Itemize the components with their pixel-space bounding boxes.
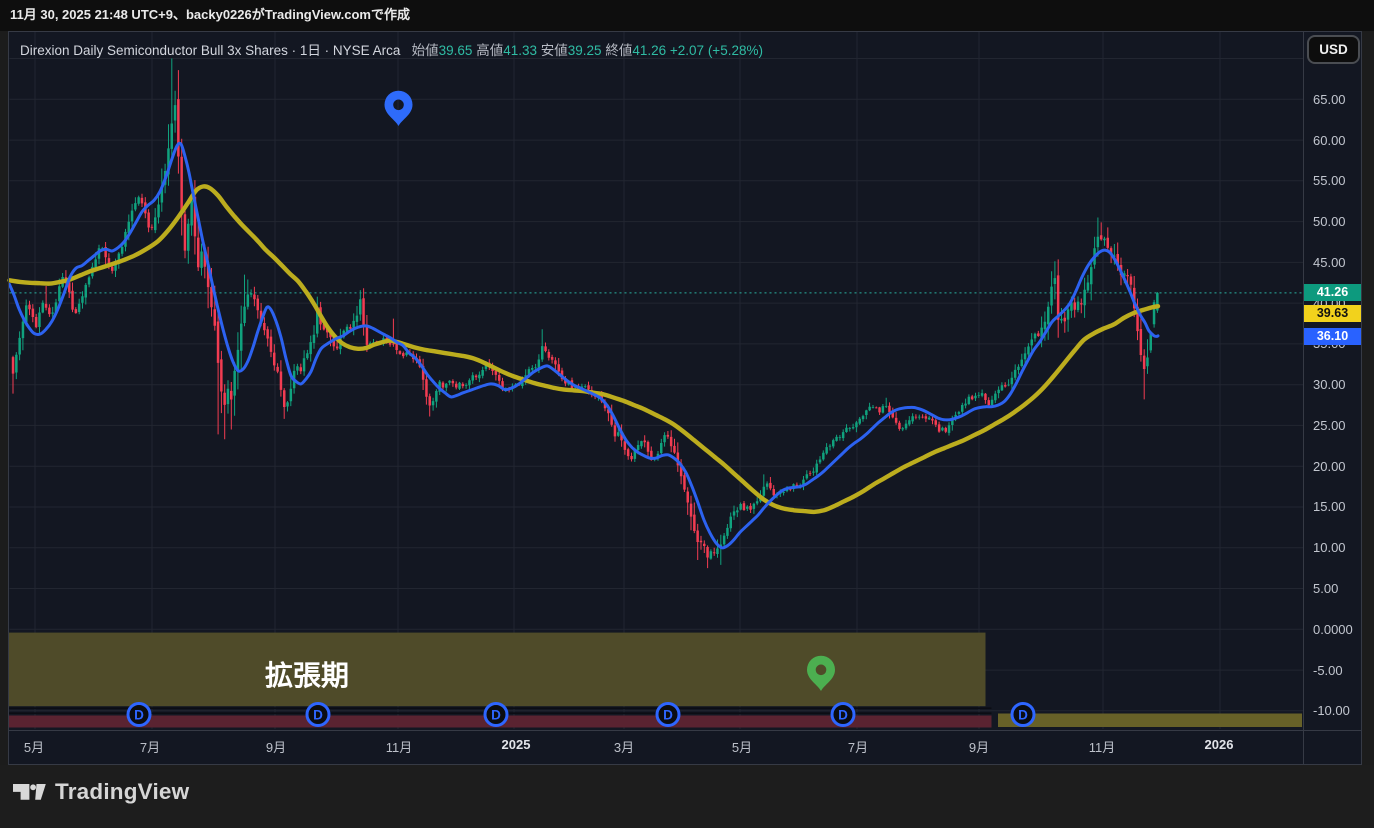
svg-text:D: D [663, 708, 673, 723]
svg-text:D: D [313, 708, 323, 723]
svg-text:D: D [491, 708, 501, 723]
svg-text:D: D [134, 708, 144, 723]
svg-text:D: D [838, 708, 848, 723]
svg-text:D: D [1018, 708, 1028, 723]
